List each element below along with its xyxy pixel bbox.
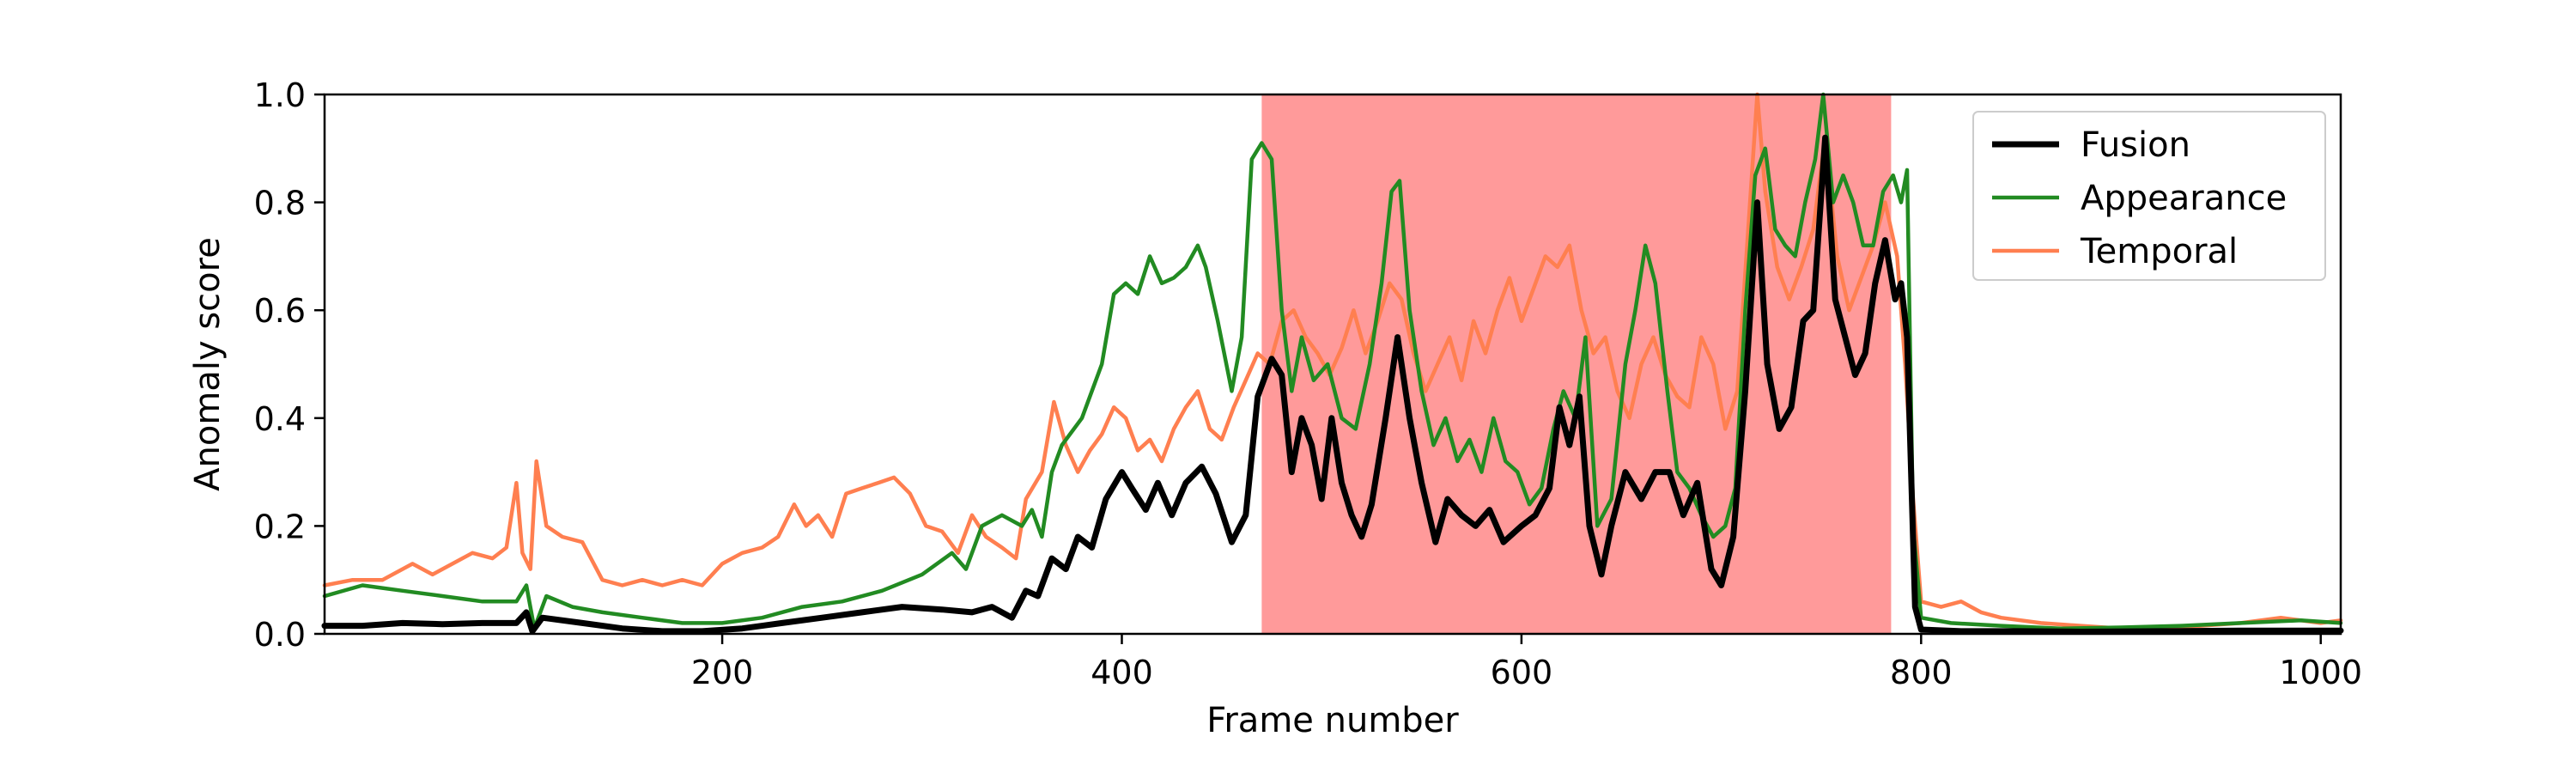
- axis-ticks-layer: 200 400 600 800 1000 0.0 0.2 0.4 0.6 0.8 1.0: [254, 76, 2363, 691]
- y-tick-label: 0.8: [254, 185, 306, 222]
- y-tick-label: 0.4: [254, 400, 306, 438]
- x-tick-label: 1000: [2279, 654, 2362, 691]
- y-tick-label: 0.0: [254, 616, 306, 654]
- x-tick-label: 800: [1890, 654, 1953, 691]
- y-tick-label: 1.0: [254, 76, 306, 114]
- y-tick-label: 0.6: [254, 292, 306, 330]
- x-axis-label: Frame number: [1206, 701, 1459, 740]
- legend: Fusion Appearance Temporal: [1972, 111, 2326, 281]
- plot-frame: [323, 93, 2342, 636]
- shaded-region-layer: [1261, 94, 1892, 634]
- y-axis-label: Anomaly score: [188, 237, 228, 491]
- shaded-anomaly-region: [1261, 94, 1892, 634]
- series-lines-layer: [321, 92, 2344, 635]
- series-line-appearance: [322, 92, 2343, 630]
- legend-label-appearance: Appearance: [2081, 179, 2287, 218]
- y-tick-label: 0.2: [254, 508, 306, 545]
- x-tick-label: 600: [1491, 654, 1553, 691]
- legend-entries: Fusion Appearance Temporal: [1992, 125, 2287, 271]
- legend-box: [1972, 111, 2326, 281]
- x-tick-label: 200: [691, 654, 754, 691]
- legend-label-temporal: Temporal: [2080, 232, 2238, 271]
- series-line-fusion: [321, 134, 2344, 635]
- x-tick-label: 400: [1091, 654, 1153, 691]
- legend-label-fusion: Fusion: [2081, 125, 2190, 165]
